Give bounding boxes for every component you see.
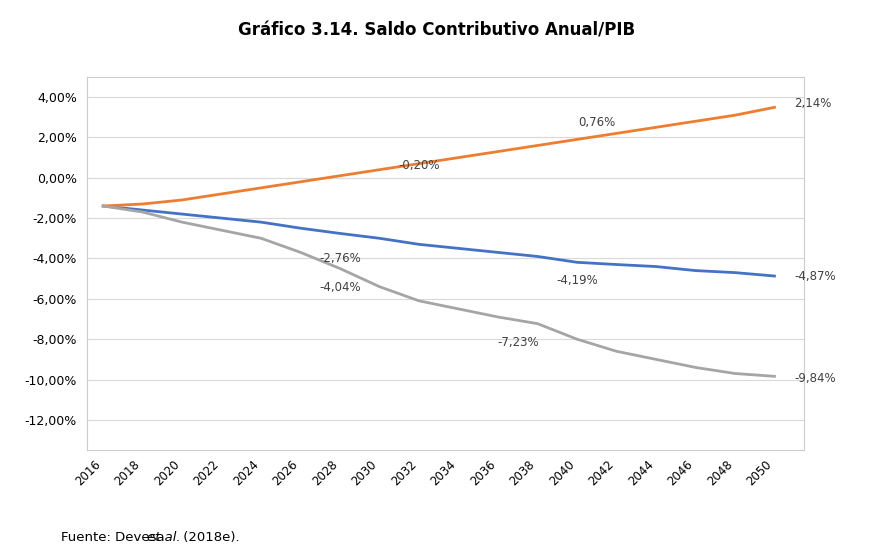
- Esc Central: [454, 245, 464, 251]
- Esc Central: [335, 230, 345, 237]
- Esc 1: [295, 178, 306, 185]
- Esc Central: [137, 207, 148, 214]
- Esc 3: [414, 298, 425, 304]
- Esc Central: [730, 270, 740, 276]
- Esc 1: [217, 191, 227, 197]
- Esc Central: [414, 241, 425, 248]
- Esc Central: [98, 203, 108, 209]
- Esc 1: [730, 112, 740, 119]
- Line: Esc Central: Esc Central: [103, 206, 774, 276]
- Text: 0,76%: 0,76%: [578, 116, 615, 130]
- Esc 3: [651, 356, 662, 363]
- Text: 2,14%: 2,14%: [794, 97, 831, 110]
- Esc Central: [256, 219, 267, 226]
- Esc 3: [256, 235, 267, 242]
- Esc 3: [690, 364, 701, 371]
- Esc 3: [335, 265, 345, 272]
- Text: et al.: et al.: [147, 530, 180, 544]
- Esc 3: [769, 373, 780, 379]
- Esc 3: [177, 219, 187, 226]
- Text: -4,87%: -4,87%: [794, 270, 836, 283]
- Text: Gráfico 3.14. Saldo Contributivo Anual/PIB: Gráfico 3.14. Saldo Contributivo Anual/P…: [239, 22, 635, 40]
- Esc Central: [572, 259, 582, 266]
- Esc Central: [769, 273, 780, 279]
- Text: -9,84%: -9,84%: [794, 372, 836, 385]
- Esc 1: [454, 154, 464, 161]
- Esc 3: [454, 306, 464, 312]
- Esc 3: [374, 283, 385, 290]
- Esc 1: [493, 148, 503, 155]
- Esc Central: [532, 253, 543, 260]
- Esc 1: [769, 104, 780, 111]
- Esc 1: [137, 201, 148, 208]
- Esc 3: [532, 321, 543, 327]
- Esc 1: [414, 160, 425, 167]
- Text: Fuente: Devesa: Fuente: Devesa: [61, 530, 169, 544]
- Esc 3: [730, 370, 740, 377]
- Esc 1: [256, 184, 267, 191]
- Esc 1: [335, 172, 345, 179]
- Text: (2018e).: (2018e).: [179, 530, 239, 544]
- Esc 1: [374, 166, 385, 173]
- Esc 1: [611, 130, 621, 137]
- Esc 3: [611, 348, 621, 355]
- Esc 3: [217, 227, 227, 233]
- Esc Central: [217, 215, 227, 221]
- Esc Central: [493, 249, 503, 256]
- Text: -7,23%: -7,23%: [497, 336, 538, 349]
- Text: -0,20%: -0,20%: [399, 159, 440, 172]
- Esc 3: [493, 313, 503, 320]
- Esc 1: [177, 197, 187, 203]
- Esc Central: [374, 235, 385, 242]
- Esc Central: [177, 211, 187, 217]
- Line: Esc 3: Esc 3: [103, 206, 774, 376]
- Esc Central: [690, 267, 701, 274]
- Line: Esc 1: Esc 1: [103, 108, 774, 206]
- Esc 1: [690, 118, 701, 125]
- Esc Central: [651, 264, 662, 270]
- Esc 1: [532, 142, 543, 149]
- Esc Central: [295, 225, 306, 232]
- Text: -4,19%: -4,19%: [556, 274, 598, 288]
- Esc 3: [295, 249, 306, 256]
- Esc Central: [611, 261, 621, 268]
- Esc 1: [98, 203, 108, 209]
- Esc 3: [137, 209, 148, 215]
- Esc 3: [98, 203, 108, 209]
- Esc 1: [651, 124, 662, 131]
- Text: -2,76%: -2,76%: [319, 251, 361, 265]
- Esc 1: [572, 136, 582, 143]
- Esc 3: [572, 336, 582, 343]
- Text: -4,04%: -4,04%: [319, 281, 361, 294]
